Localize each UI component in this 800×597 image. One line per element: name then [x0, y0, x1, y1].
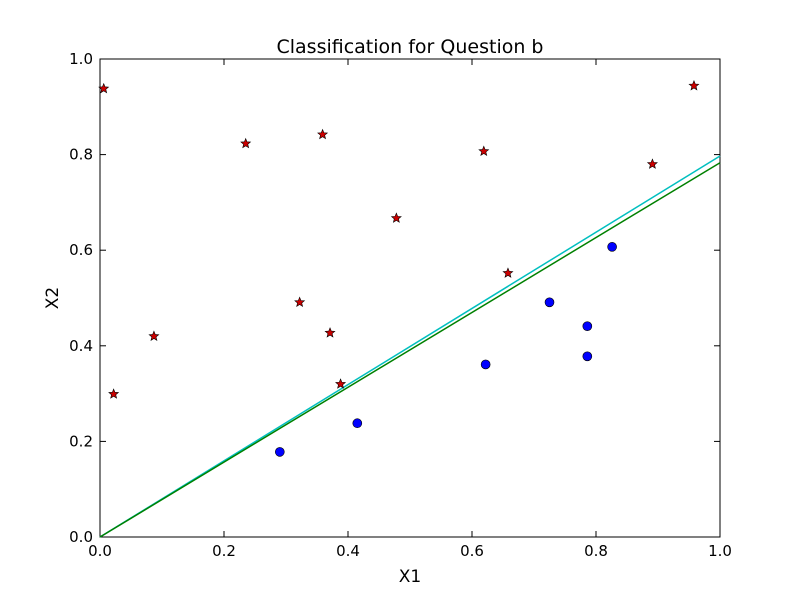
star-point [688, 79, 700, 91]
y-tick-label: 0.8 [69, 146, 93, 164]
x-axis-label: X1 [399, 567, 421, 587]
circle-point [480, 359, 491, 370]
star-point [390, 212, 402, 223]
star-point [324, 327, 336, 338]
x-tick-label: 0.2 [212, 542, 236, 560]
y-tick-label: 0.0 [69, 528, 93, 546]
y-tick-label: 1.0 [69, 50, 93, 68]
y-tick-label: 0.2 [69, 432, 93, 450]
x-tick-label: 0.6 [460, 542, 484, 560]
star-point [335, 378, 347, 389]
boundary-line [99, 162, 721, 538]
star-point [646, 158, 658, 169]
x-tick-label: 0.4 [336, 542, 360, 560]
y-tick-label: 0.6 [69, 241, 93, 259]
star-point [98, 82, 110, 94]
circle-point [352, 418, 363, 429]
star-point [502, 267, 514, 278]
plot-frame [99, 58, 721, 538]
boundary-line [99, 155, 721, 538]
y-axis-label: X2 [43, 287, 63, 309]
star-point [478, 145, 490, 156]
star-point [317, 128, 329, 140]
star-point [108, 388, 120, 399]
x-tick-label: 1.0 [708, 542, 732, 560]
circle-point [607, 242, 617, 252]
chart-title: Classification for Question b [276, 36, 543, 58]
circle-point [582, 351, 593, 362]
star-point [148, 330, 160, 341]
y-tick-label: 0.4 [69, 337, 93, 355]
circle-point [582, 321, 593, 332]
x-tick-label: 0.0 [88, 542, 112, 560]
x-tick-label: 0.8 [584, 542, 608, 560]
plot-area: 0.0 0.2 0.4 0.6 0.8 1.0 0.0 0.2 0.4 0.6 0.8 1.0 [69, 50, 732, 560]
star-point [240, 137, 252, 149]
circle-point [544, 297, 555, 308]
circle-point [274, 447, 285, 457]
star-point [294, 296, 306, 308]
